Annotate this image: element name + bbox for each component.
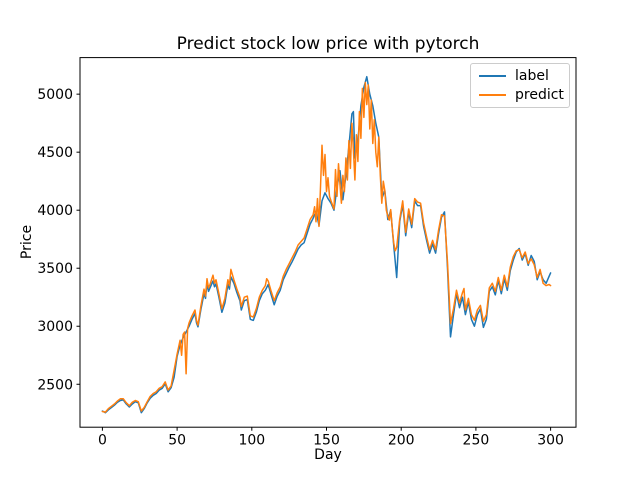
label-series-line — [101, 75, 552, 414]
legend-entry-predict: predict — [471, 87, 569, 103]
x-tick-label: 150 — [313, 433, 340, 449]
axes-frame — [79, 57, 577, 428]
y-tick-label: 3500 — [37, 261, 73, 277]
x-tick-label: 200 — [388, 433, 415, 449]
x-tick-label: 50 — [168, 433, 186, 449]
x-tick-label: 0 — [98, 433, 107, 449]
legend-entry-label: label — [471, 68, 569, 84]
x-tick-label: 300 — [537, 433, 564, 449]
chart-title: Predict stock low price with pytorch — [176, 34, 480, 54]
x-axis-label: Day — [314, 447, 342, 463]
x-tick-label: 100 — [238, 433, 265, 449]
y-tick-label: 3000 — [37, 319, 73, 335]
legend: label predict — [470, 63, 570, 108]
predict-series-line — [101, 81, 552, 413]
y-tick-label: 5000 — [37, 87, 73, 103]
y-tick-label: 4000 — [37, 203, 73, 219]
legend-label-text: label — [515, 68, 549, 85]
x-tick-label: 250 — [463, 433, 490, 449]
label-line-swatch — [479, 75, 506, 78]
predict-line-swatch — [479, 93, 506, 96]
y-tick-label: 2500 — [37, 377, 73, 393]
y-tick-label: 4500 — [37, 145, 73, 161]
legend-predict-text: predict — [515, 86, 564, 103]
